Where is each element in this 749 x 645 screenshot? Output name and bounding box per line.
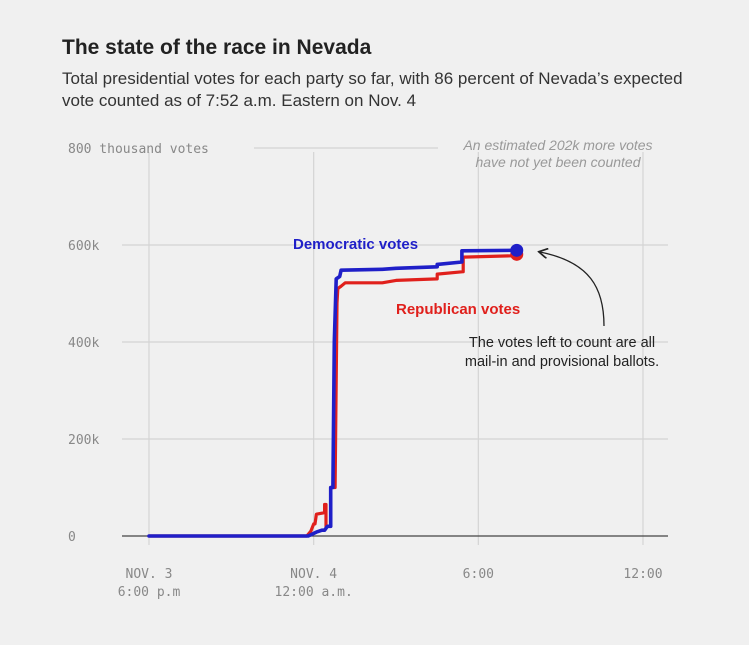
y-tick-label: 400k xyxy=(68,336,99,351)
remaining-votes-note: The votes left to count are all xyxy=(469,335,655,351)
uncounted-estimate-label-line2: have not yet been counted xyxy=(475,154,641,170)
remaining-votes-note-line2: mail-in and provisional ballots. xyxy=(465,354,659,370)
annotation-arrow xyxy=(540,252,605,327)
chart-title: The state of the race in Nevada xyxy=(62,36,372,59)
series xyxy=(147,243,524,538)
y-tick-label: 200k xyxy=(68,433,99,448)
grid xyxy=(122,147,668,545)
chart-subtitle: Total presidential votes for each party … xyxy=(62,69,683,110)
axes: 0 200k 400k 600k 800 thousand votes NOV. 3 6:0… xyxy=(68,142,668,600)
x-tick-label: 6:00 xyxy=(463,567,494,582)
x-tick-label: 12:00 xyxy=(623,567,662,582)
democratic-series-label: Democratic votes xyxy=(293,236,418,253)
uncounted-estimate-label: An estimated 202k more votes xyxy=(462,137,652,153)
y-tick-label: 600k xyxy=(68,239,99,254)
democratic-endpoint-dot xyxy=(510,243,524,257)
x-tick-label-secondary: 12:00 a.m. xyxy=(275,585,353,600)
republican-series-label: Republican votes xyxy=(396,301,520,318)
y-tick-label: 0 xyxy=(68,530,76,545)
x-tick-label: NOV. 4 xyxy=(290,567,337,582)
annotations: Democratic votes Republican votes An estim… xyxy=(293,137,659,370)
y-tick-label: 800 thousand votes xyxy=(68,142,209,157)
x-tick-label: NOV. 3 xyxy=(126,567,173,582)
x-tick-label-secondary: 6:00 p.m xyxy=(118,585,181,600)
democratic-votes-line xyxy=(147,248,519,538)
